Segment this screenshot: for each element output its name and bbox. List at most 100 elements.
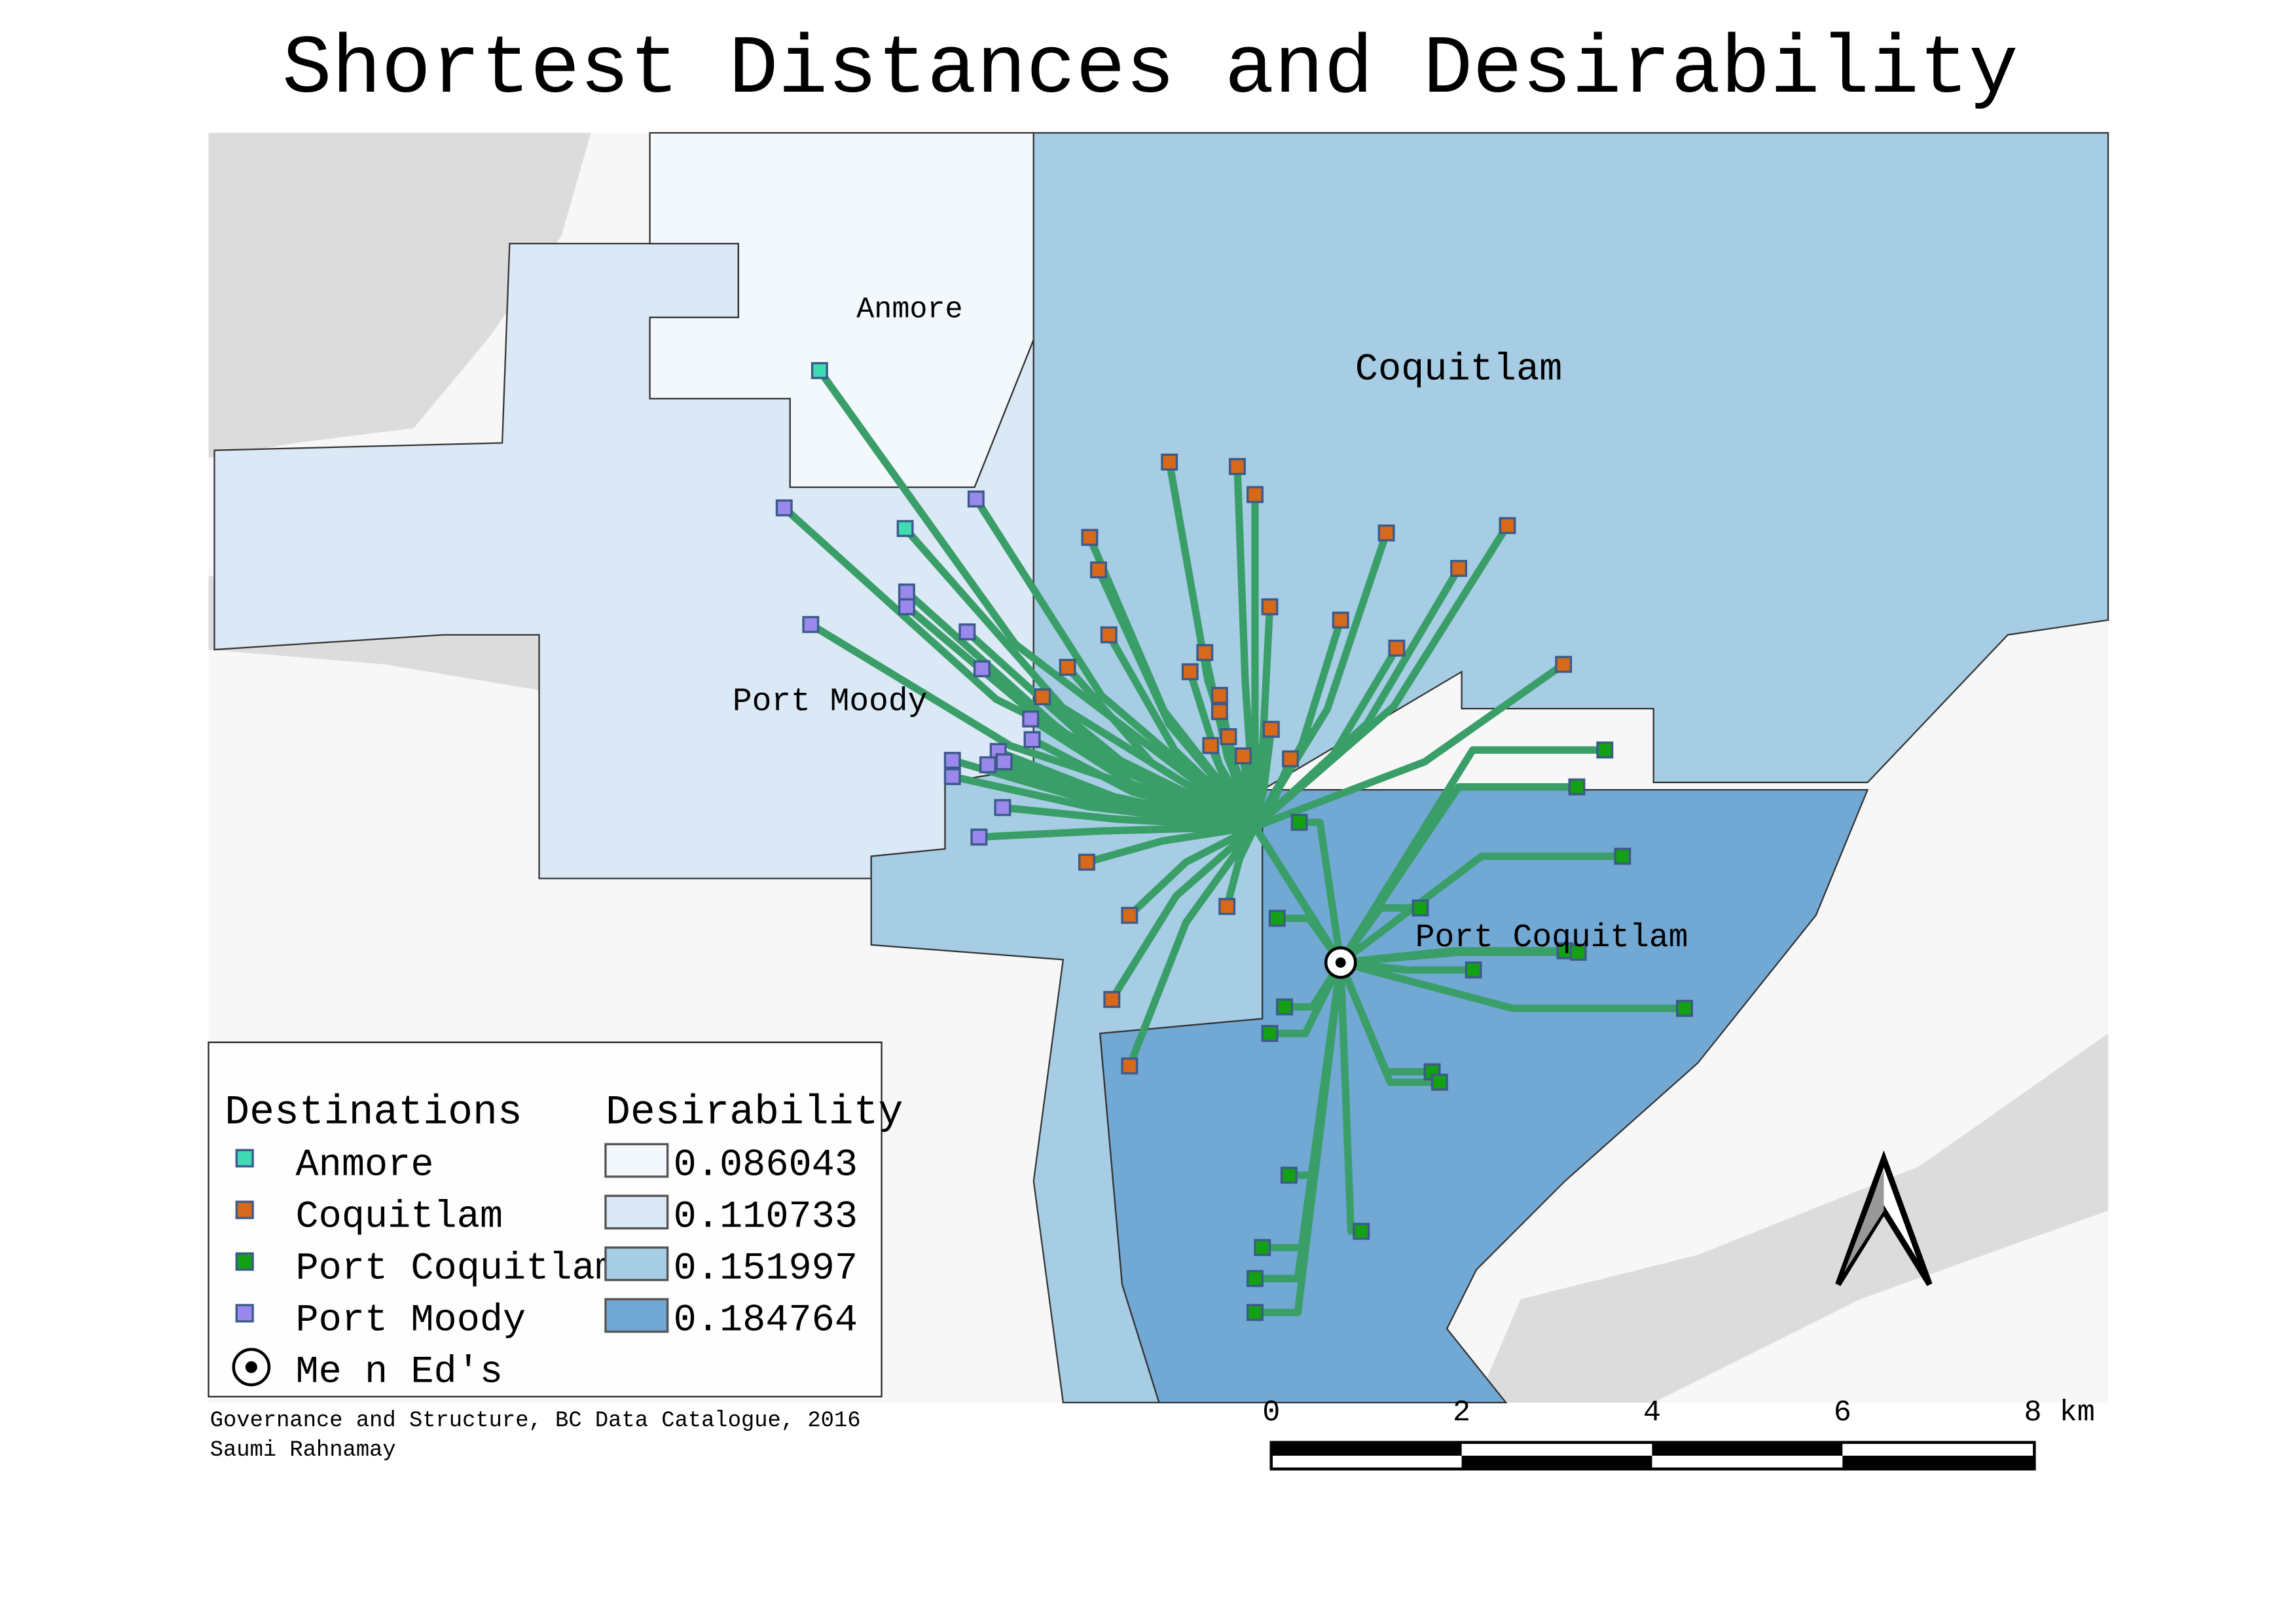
scale-tick-label: 6 — [1834, 1395, 1851, 1430]
destination-marker-port-moody — [802, 616, 820, 633]
destination-marker-port-moody — [967, 490, 985, 507]
legend-label-port-moody: Port Moody — [296, 1298, 526, 1342]
legend-class-label: 0.184764 — [674, 1298, 858, 1342]
route-line — [1269, 961, 1344, 1037]
destination-marker-coquitlam — [1196, 644, 1214, 661]
destination-marker-port-coquitlam — [1254, 1239, 1271, 1257]
region-label-port-coquitlam: Port Coquitlam — [1415, 919, 1688, 956]
destination-marker-port-coquitlam — [1276, 998, 1294, 1016]
destination-marker-coquitlam — [1218, 898, 1236, 915]
destination-marker-coquitlam — [1121, 1057, 1139, 1075]
legend-class-label: 0.110733 — [674, 1195, 858, 1239]
route-line — [1340, 948, 1578, 967]
destination-marker-port-moody — [1023, 731, 1041, 748]
route-line — [1337, 961, 1440, 1086]
destination-marker-port-coquitlam — [1290, 813, 1308, 831]
destination-marker-coquitlam — [1081, 528, 1099, 546]
destination-marker-port-moody — [1022, 710, 1040, 728]
legend-label-port-coquitlam: Port Coquitlam — [296, 1246, 618, 1290]
legend-class-swatch — [604, 1246, 669, 1282]
destination-marker-coquitlam — [1261, 598, 1279, 616]
destination-marker-coquitlam — [1202, 737, 1220, 754]
map-frame: Anmore Coquitlam Port Moody Port Coquitl… — [208, 132, 2109, 1403]
scale-tick-label: 8 — [2024, 1395, 2042, 1430]
legend: Destinations Desirability Anmore Coquitla… — [208, 1041, 903, 1397]
destination-marker-port-moody — [775, 499, 793, 517]
legend-label-anmore: Anmore — [296, 1143, 434, 1187]
destination-marker-coquitlam — [1034, 688, 1051, 706]
scale-tick-label: 0 — [1262, 1395, 1280, 1430]
destination-markers — [775, 361, 1693, 1321]
destination-marker-coquitlam — [1246, 486, 1264, 504]
destination-marker-coquitlam — [1100, 626, 1118, 644]
route-line — [1339, 959, 1685, 1012]
destination-marker-port-moody — [898, 583, 915, 601]
destination-marker-coquitlam — [1262, 720, 1280, 738]
destination-marker-coquitlam — [1090, 561, 1107, 579]
destination-marker-coquitlam — [1181, 663, 1199, 680]
region-label-coquitlam: Coquitlam — [1355, 347, 1563, 391]
legend-class-swatch — [604, 1298, 669, 1333]
destination-marker-port-coquitlam — [1614, 847, 1631, 865]
destination-marker-port-moody — [943, 767, 961, 785]
destination-marker-port-moody — [898, 598, 915, 616]
legend-origin-label: Me n Ed's — [296, 1350, 503, 1393]
destination-marker-port-coquitlam — [1465, 961, 1482, 979]
destination-marker-coquitlam — [1450, 560, 1468, 577]
legend-class-label: 0.151997 — [674, 1246, 858, 1290]
water-burrard-inlet — [208, 132, 591, 458]
destination-marker-port-moody — [994, 799, 1011, 817]
destination-marker-coquitlam — [1211, 686, 1228, 704]
destination-marker-port-coquitlam — [1430, 1073, 1448, 1091]
legend-class-swatch — [604, 1143, 669, 1178]
destination-marker-coquitlam — [1282, 750, 1300, 767]
legend-class-label: 0.086043 — [674, 1143, 858, 1187]
destination-marker-coquitlam — [1103, 991, 1121, 1008]
destination-marker-coquitlam — [1078, 853, 1095, 871]
route-line — [1254, 962, 1345, 1316]
destination-marker-port-coquitlam — [1280, 1166, 1298, 1184]
legend-destinations-title: Destinations — [225, 1089, 522, 1136]
destination-marker-anmore — [811, 361, 828, 379]
destination-marker-anmore — [896, 520, 914, 538]
destination-marker-coquitlam — [1121, 906, 1139, 924]
shortest-routes — [781, 368, 1685, 1316]
origin-marker-me-n-eds — [1324, 946, 1357, 979]
destination-marker-port-coquitlam — [1568, 778, 1586, 796]
route-line — [979, 822, 1344, 965]
destination-marker-port-coquitlam — [1246, 1270, 1264, 1287]
scale-tick-label: 2 — [1453, 1395, 1470, 1430]
scale-unit: km — [2060, 1395, 2095, 1430]
route-line — [1338, 904, 1421, 965]
destination-marker-coquitlam — [1388, 639, 1406, 657]
destination-marker-coquitlam — [1211, 703, 1228, 720]
scale-bar: 0 2 4 6 8 km — [1262, 1395, 2095, 1471]
map-title: Shortest Distances and Desirability — [282, 23, 2018, 117]
destination-marker-port-moody — [970, 828, 988, 846]
destination-marker-port-coquitlam — [1676, 999, 1693, 1017]
north-arrow-icon — [1835, 1150, 1933, 1286]
destination-marker-coquitlam — [1161, 453, 1178, 471]
destination-marker-port-coquitlam — [1246, 1304, 1264, 1321]
destination-marker-port-coquitlam — [1596, 741, 1614, 759]
destination-marker-port-moody — [973, 660, 991, 678]
legend-swatch-port-moody — [235, 1304, 254, 1323]
route-line — [1338, 852, 1623, 966]
legend-swatch-port-coquitlam — [235, 1252, 254, 1271]
destination-marker-coquitlam — [1059, 659, 1076, 676]
legend-swatch-coquitlam — [235, 1200, 254, 1219]
scale-tick-label: 4 — [1643, 1395, 1661, 1430]
destination-marker-coquitlam — [1332, 611, 1349, 629]
destination-marker-coquitlam — [1555, 655, 1573, 673]
legend-desirability-title: Desirability — [606, 1089, 903, 1136]
region-label-anmore: Anmore — [856, 293, 962, 327]
destination-marker-port-coquitlam — [1261, 1025, 1279, 1043]
legend-swatch-anmore — [235, 1149, 254, 1168]
credit-author: Saumi Rahnamay — [210, 1438, 396, 1463]
destination-marker-coquitlam — [1220, 728, 1237, 745]
legend-class-swatch — [604, 1194, 669, 1230]
destination-marker-port-coquitlam — [1268, 910, 1286, 927]
credit-source: Governance and Structure, BC Data Catalo… — [210, 1409, 861, 1433]
destination-marker-port-coquitlam — [1412, 899, 1429, 917]
